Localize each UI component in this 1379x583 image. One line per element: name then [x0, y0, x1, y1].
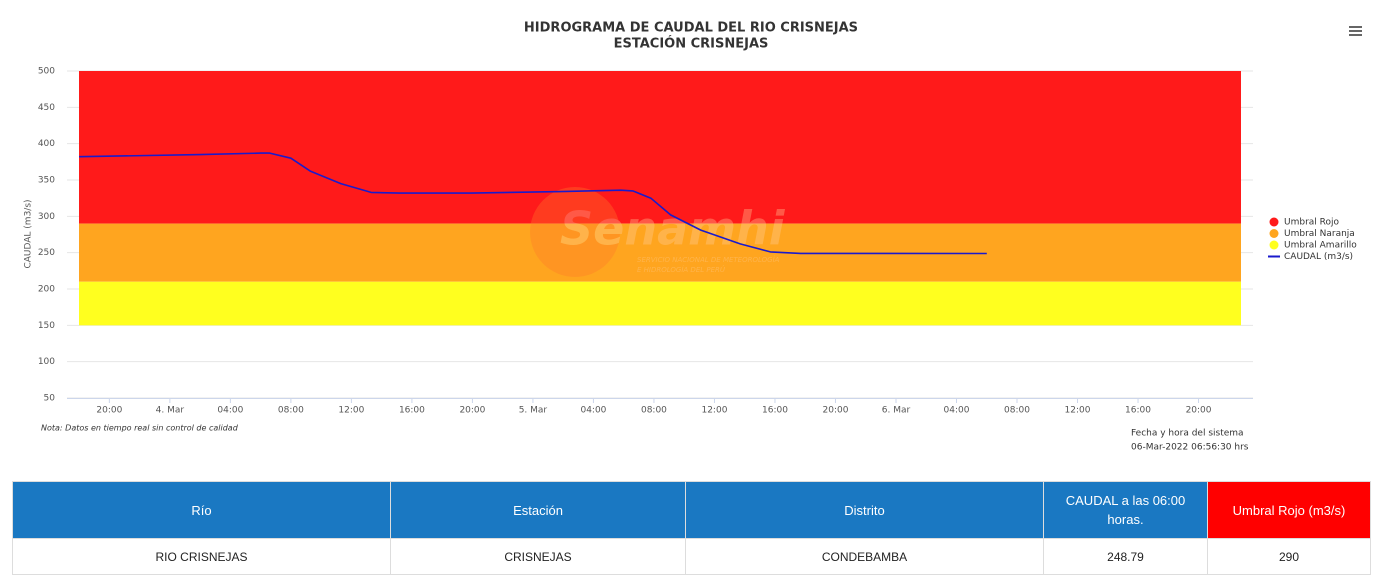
y-tick-label: 150 — [38, 321, 55, 331]
threshold-band — [79, 223, 1241, 282]
x-tick-label: 04:00 — [580, 406, 606, 416]
cell: RIO CRISNEJAS — [12, 538, 391, 575]
y-tick-label: 300 — [38, 212, 55, 222]
legend-label: CAUDAL (m3/s) — [1284, 252, 1353, 262]
x-tick-label: 4. Mar — [156, 406, 185, 416]
y-tick-label: 100 — [38, 357, 55, 367]
chart-subtitle: ESTACIÓN CRISNEJAS — [614, 36, 769, 52]
legend-label: Umbral Amarillo — [1284, 241, 1357, 251]
y-tick-label: 250 — [38, 248, 55, 258]
summary-table: Río Estación Distrito CAUDAL a las 06:00… — [12, 481, 1371, 575]
header-cell: Río — [12, 481, 391, 539]
x-tick-label: 20:00 — [1186, 406, 1212, 416]
y-tick-label: 200 — [38, 285, 55, 295]
cell: CRISNEJAS — [390, 538, 686, 575]
header-cell: Distrito — [685, 481, 1044, 539]
menu-bar[interactable] — [1349, 34, 1362, 36]
cell: CONDEBAMBA — [685, 538, 1044, 575]
y-axis-label: CAUDAL (m3/s) — [24, 199, 34, 268]
legend-label: Umbral Rojo — [1284, 218, 1340, 228]
header-cell: Umbral Rojo (m3/s) — [1207, 481, 1371, 539]
x-tick-label: 08:00 — [641, 406, 667, 416]
y-tick-label: 350 — [38, 176, 55, 186]
x-tick-label: 20:00 — [823, 406, 849, 416]
x-tick-label: 16:00 — [1125, 406, 1151, 416]
x-tick-label: 12:00 — [338, 406, 364, 416]
x-tick-label: 16:00 — [762, 406, 788, 416]
data-line — [79, 152, 987, 255]
x-tick-label: 08:00 — [278, 406, 304, 416]
header-cell: Estación — [390, 481, 686, 539]
menu-button[interactable] — [1349, 26, 1362, 36]
menu-bar[interactable] — [1349, 30, 1362, 32]
chart-title: HIDROGRAMA DE CAUDAL DEL RIO CRISNEJAS — [524, 21, 858, 36]
x-tick-label: 08:00 — [1004, 406, 1030, 416]
y-tick-label: 500 — [38, 67, 55, 77]
x-tick-label: 20:00 — [459, 406, 485, 416]
x-tick-label: 12:00 — [1065, 406, 1091, 416]
legend-marker — [1269, 217, 1279, 227]
threshold-band — [79, 71, 1241, 224]
watermark-tagline: SERVICIO NACIONAL DE METEOROLOGÍA — [637, 255, 780, 264]
x-tick-label: 20:00 — [96, 406, 122, 416]
header-row: Río Estación Distrito CAUDAL a las 06:00… — [12, 481, 1371, 539]
data-row: RIO CRISNEJAS CRISNEJAS CONDEBAMBA 248.7… — [12, 538, 1371, 575]
y-tick-label: 400 — [38, 139, 55, 149]
x-tick-label: 5. Mar — [519, 406, 548, 416]
x-tick-label: 12:00 — [701, 406, 727, 416]
x-tick-label: 04:00 — [217, 406, 243, 416]
cell: 248.79 — [1043, 538, 1208, 575]
menu-bar[interactable] — [1349, 26, 1362, 28]
legend-label: Umbral Naranja — [1284, 229, 1355, 239]
header-cell: CAUDAL a las 06:00 horas. — [1043, 481, 1208, 539]
note: Nota: Datos en tiempo real sin control d… — [41, 424, 239, 433]
system-time-label: Fecha y hora del sistema — [1131, 429, 1244, 439]
y-tick-label: 450 — [38, 103, 55, 113]
system-time: 06-Mar-2022 06:56:30 hrs — [1131, 443, 1249, 453]
x-tick-label: 16:00 — [399, 406, 425, 416]
threshold-band — [79, 281, 1241, 326]
chart: HIDROGRAMA DE CAUDAL DEL RIO CRISNEJAS E… — [24, 21, 1362, 453]
x-tick-label: 04:00 — [944, 406, 970, 416]
legend-marker — [1269, 240, 1279, 250]
watermark-logo — [530, 187, 620, 277]
x-tick-label: 6. Mar — [882, 406, 911, 416]
y-tick-label: 50 — [44, 394, 56, 404]
legend-marker — [1269, 229, 1279, 238]
watermark-tagline: E HIDROLOGÍA DEL PERÚ — [637, 265, 725, 274]
cell: 290 — [1207, 538, 1371, 575]
